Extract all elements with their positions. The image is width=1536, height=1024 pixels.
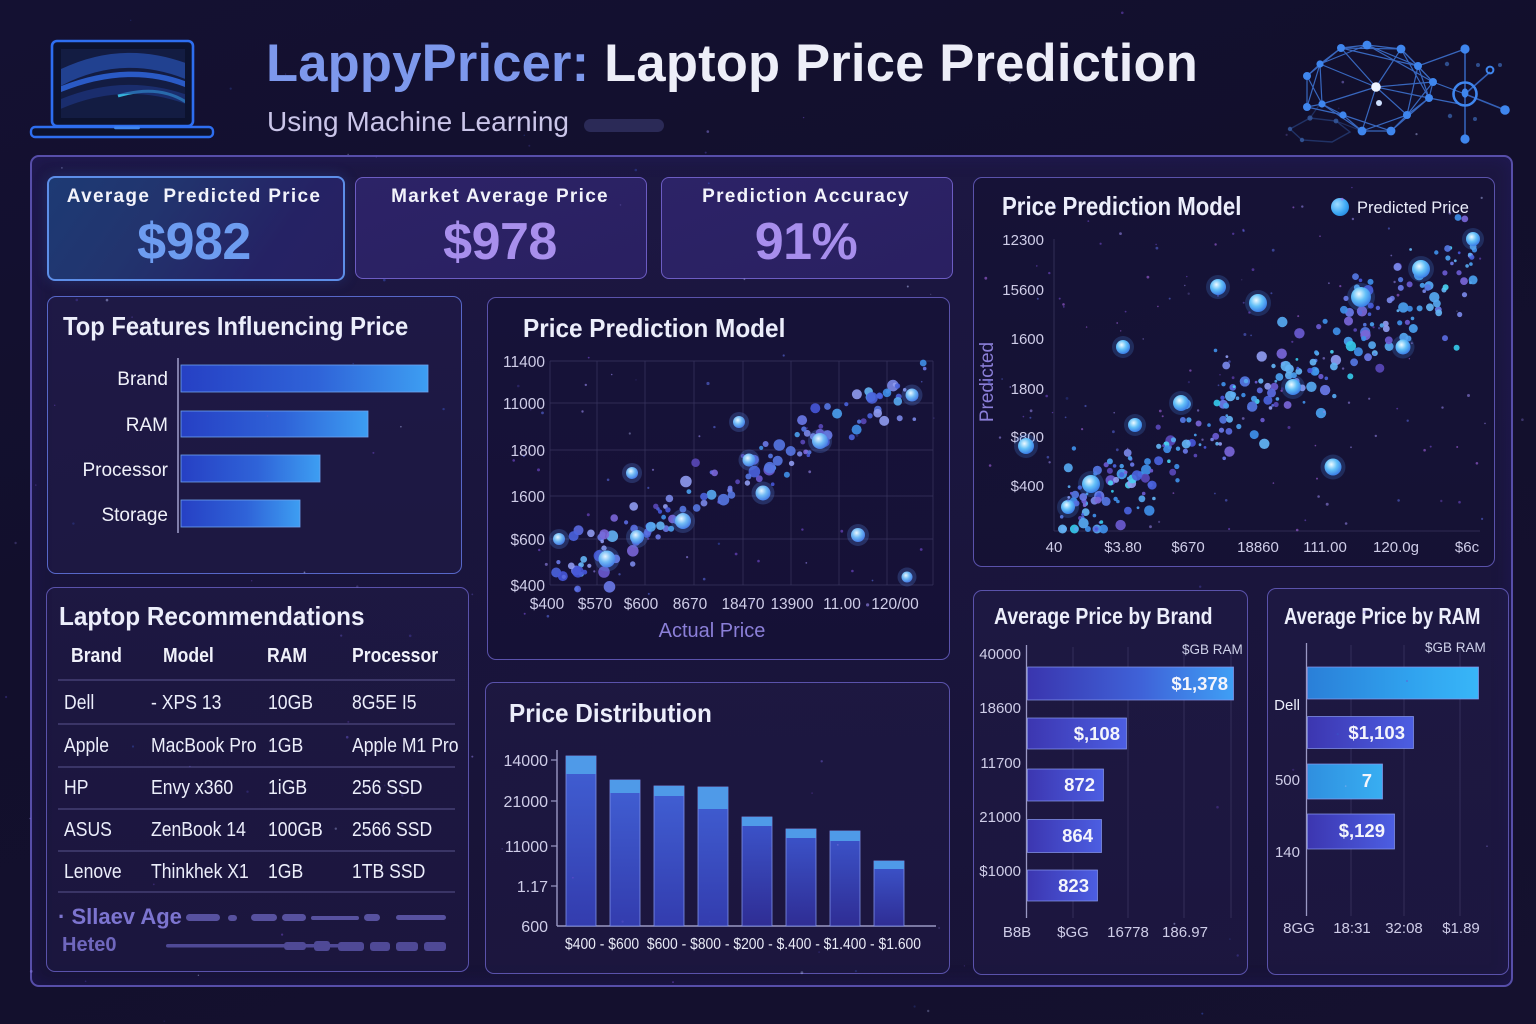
svg-text:$600: $600 (511, 532, 546, 549)
svg-text:11400: 11400 (503, 354, 545, 371)
svg-text:Apple: Apple (64, 734, 109, 756)
svg-text:Envy x360: Envy x360 (151, 776, 233, 798)
svg-text:872: 872 (1064, 774, 1095, 795)
svg-text:8670: 8670 (673, 596, 708, 613)
svg-text:1GB: 1GB (268, 734, 303, 756)
svg-text:18860: 18860 (1237, 539, 1279, 556)
svg-text:21000: 21000 (504, 794, 549, 811)
svg-text:$,108: $,108 (1074, 723, 1120, 744)
svg-text:Dell: Dell (64, 691, 94, 713)
svg-text:8G5E I5: 8G5E I5 (352, 691, 417, 713)
svg-text:16778: 16778 (1107, 924, 1149, 941)
svg-text:Processor: Processor (352, 644, 439, 666)
svg-text:$GG: $GG (1057, 924, 1089, 941)
svg-text:1800: 1800 (1011, 381, 1044, 398)
svg-text:$1,378: $1,378 (1171, 673, 1228, 694)
svg-text:$400: $400 (511, 578, 546, 595)
svg-text:$1.89: $1.89 (1442, 920, 1480, 937)
svg-text:111.00: 111.00 (1303, 539, 1347, 556)
svg-text:120.0g: 120.0g (1373, 539, 1419, 556)
svg-text:18:31: 18:31 (1333, 920, 1371, 937)
svg-text:ZenBook 14: ZenBook 14 (151, 818, 246, 840)
svg-text:$400 - $600 $600 - $800 - $20: $400 - $600 $600 - $800 - $200 - $.400 -… (565, 936, 921, 953)
svg-text:$1,103: $1,103 (1348, 722, 1405, 743)
svg-text:$400: $400 (1011, 478, 1044, 495)
svg-text:$570: $570 (578, 596, 613, 613)
svg-text:Brand: Brand (117, 369, 168, 390)
svg-text:11.00: 11.00 (823, 596, 861, 613)
svg-text:$1000: $1000 (979, 863, 1021, 880)
svg-text:18600: 18600 (979, 700, 1021, 717)
svg-text:Predicted Price: Predicted Price (1357, 199, 1469, 217)
svg-text:$6c: $6c (1455, 539, 1480, 556)
svg-text:256 SSD: 256 SSD (352, 776, 422, 798)
svg-text:1.17: 1.17 (517, 879, 548, 896)
svg-text:1TB SSD: 1TB SSD (352, 860, 425, 882)
svg-text:18470: 18470 (721, 596, 764, 613)
svg-text:Brand: Brand (71, 644, 122, 666)
svg-text:1600: 1600 (511, 489, 546, 506)
svg-text:Hete0: Hete0 (62, 934, 116, 956)
svg-text:$670: $670 (1171, 539, 1204, 556)
svg-text:RAM: RAM (267, 644, 307, 666)
svg-text:1600: 1600 (1011, 331, 1044, 348)
svg-text:8GG: 8GG (1283, 920, 1315, 937)
svg-text:15600: 15600 (1002, 282, 1044, 299)
svg-text:600: 600 (521, 919, 548, 936)
svg-text:- XPS 13: - XPS 13 (151, 691, 221, 713)
svg-text:Actual Price: Actual Price (659, 620, 766, 642)
svg-text:12300: 12300 (1002, 232, 1044, 249)
svg-text:Processor: Processor (82, 460, 168, 481)
svg-text:1iGB: 1iGB (268, 776, 307, 798)
svg-text:7: 7 (1362, 770, 1372, 791)
svg-text:Dell: Dell (1274, 697, 1300, 714)
svg-text:11000: 11000 (503, 396, 545, 413)
svg-text:120/00: 120/00 (871, 596, 919, 613)
svg-text:186.97: 186.97 (1162, 924, 1208, 941)
svg-text:14000: 14000 (504, 753, 549, 770)
svg-text:· Sllaev Age: · Sllaev Age (58, 904, 182, 929)
svg-text:1GB: 1GB (268, 860, 303, 882)
svg-text:10GB: 10GB (268, 691, 313, 713)
svg-text:823: 823 (1058, 875, 1089, 896)
svg-text:MacBook Pro: MacBook Pro (151, 734, 257, 756)
svg-text:B8B: B8B (1003, 924, 1031, 941)
svg-text:11000: 11000 (505, 839, 548, 856)
svg-text:Storage: Storage (101, 505, 168, 526)
svg-text:21000: 21000 (979, 809, 1021, 826)
svg-text:500: 500 (1275, 772, 1300, 789)
svg-text:140: 140 (1275, 844, 1300, 861)
svg-text:$3.80: $3.80 (1104, 539, 1142, 556)
svg-text:$600: $600 (624, 596, 659, 613)
svg-text:864: 864 (1062, 825, 1094, 846)
svg-text:$GB RAM: $GB RAM (1182, 642, 1243, 657)
svg-text:Lenove: Lenove (64, 860, 122, 882)
svg-text:2566 SSD: 2566 SSD (352, 818, 432, 840)
svg-text:$,129: $,129 (1339, 820, 1385, 841)
svg-text:RAM: RAM (126, 415, 168, 436)
svg-text:$400: $400 (530, 596, 565, 613)
svg-text:Apple M1 Pro: Apple M1 Pro (352, 734, 459, 756)
svg-text:40000: 40000 (979, 646, 1021, 663)
svg-text:32:08: 32:08 (1385, 920, 1423, 937)
svg-text:$GB RAM: $GB RAM (1425, 640, 1486, 655)
svg-text:$800: $800 (1011, 429, 1044, 446)
svg-text:40: 40 (1046, 539, 1063, 556)
svg-text:1800: 1800 (511, 443, 546, 460)
svg-text:11700: 11700 (980, 755, 1021, 772)
svg-text:100GB: 100GB (268, 818, 323, 840)
svg-text:Thinkhek X1: Thinkhek X1 (151, 860, 249, 882)
svg-text:HP: HP (64, 776, 88, 798)
svg-text:ASUS: ASUS (64, 818, 112, 840)
svg-text:Model: Model (163, 644, 214, 666)
svg-text:Predicted: Predicted (977, 342, 998, 422)
svg-text:13900: 13900 (770, 596, 813, 613)
